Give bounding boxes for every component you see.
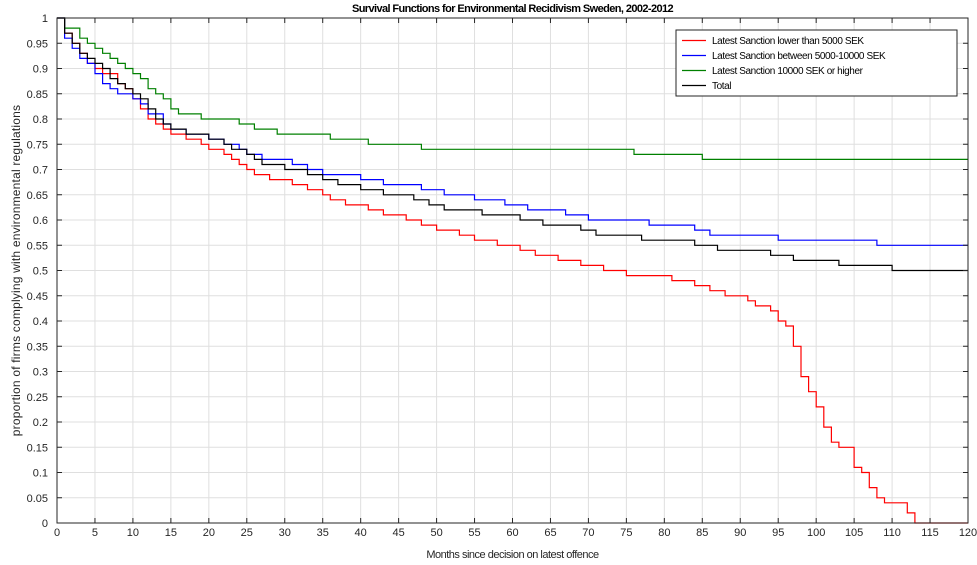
y-tick-label: 0.4 xyxy=(33,316,48,328)
x-tick-label: 50 xyxy=(430,527,442,539)
x-axis-label: Months since decision on latest offence xyxy=(426,549,599,561)
y-tick-label: 0.55 xyxy=(27,240,48,252)
series-line-3 xyxy=(57,17,968,160)
x-tick-label: 105 xyxy=(845,527,863,539)
legend-label-1: Latest Sanction lower than 5000 SEK xyxy=(712,36,864,47)
x-tick-label: 90 xyxy=(734,527,746,539)
x-tick-label: 35 xyxy=(317,527,329,539)
x-tick-label: 110 xyxy=(883,527,901,539)
x-tick-label: 0 xyxy=(54,527,60,539)
y-tick-label: 0.65 xyxy=(27,190,48,202)
y-tick-label: 0 xyxy=(42,518,48,530)
y-axis-label: proportion of firms complying with envir… xyxy=(9,105,23,436)
x-tick-label: 55 xyxy=(468,527,480,539)
y-tick-label: 0.85 xyxy=(27,89,48,101)
x-tick-label: 15 xyxy=(165,527,177,539)
x-tick-label: 10 xyxy=(127,527,139,539)
y-tick-label: 0.45 xyxy=(27,291,48,303)
y-tick-label: 0.3 xyxy=(33,367,48,379)
x-tick-label: 20 xyxy=(203,527,215,539)
y-tick-label: 0.35 xyxy=(27,341,48,353)
x-tick-label: 40 xyxy=(355,527,367,539)
legend-label-3: Latest Sanction 10000 SEK or higher xyxy=(712,66,864,77)
x-tick-label: 115 xyxy=(921,527,939,539)
x-tick-label: 60 xyxy=(506,527,518,539)
x-tick-label: 70 xyxy=(582,527,594,539)
x-tick-label: 80 xyxy=(658,527,670,539)
y-tick-label: 1 xyxy=(42,13,48,25)
y-tick-label: 0.15 xyxy=(27,442,48,454)
ticks: 0 5 10 15 20 25 30 35 40 45 50 55 60 65 70 75 80 85 90 95 10… xyxy=(27,13,977,539)
x-tick-label: 100 xyxy=(807,527,825,539)
x-tick-label: 95 xyxy=(772,527,784,539)
x-tick-label: 120 xyxy=(959,527,977,539)
y-tick-label: 0.8 xyxy=(33,114,48,126)
x-tick-label: 25 xyxy=(241,527,253,539)
y-tick-label: 0.1 xyxy=(33,468,48,480)
series-layer xyxy=(57,17,968,524)
x-tick-label: 65 xyxy=(544,527,556,539)
series-line-4 xyxy=(57,17,968,272)
x-tick-label: 5 xyxy=(92,527,98,539)
legend-label-4: Total xyxy=(712,81,731,92)
y-tick-label: 0.6 xyxy=(33,215,48,227)
y-tick-label: 0.9 xyxy=(33,64,48,76)
x-tick-label: 75 xyxy=(620,527,632,539)
x-tick-label: 30 xyxy=(279,527,291,539)
y-tick-label: 0.25 xyxy=(27,392,48,404)
legend: Latest Sanction lower than 5000 SEK Lates… xyxy=(675,29,958,97)
y-tick-label: 0.95 xyxy=(27,38,48,50)
x-tick-label: 85 xyxy=(696,527,708,539)
series-line-1 xyxy=(57,17,968,524)
y-tick-label: 0.2 xyxy=(33,417,48,429)
chart-title: Survival Functions for Environmental Rec… xyxy=(352,3,674,15)
legend-box xyxy=(675,29,958,97)
y-tick-label: 0.05 xyxy=(27,493,48,505)
y-tick-label: 0.75 xyxy=(27,139,48,151)
y-tick-label: 0.7 xyxy=(33,165,48,177)
y-tick-label: 0.5 xyxy=(33,266,48,278)
legend-label-2: Latest Sanction between 5000-10000 SEK xyxy=(712,51,886,62)
x-tick-label: 45 xyxy=(393,527,405,539)
